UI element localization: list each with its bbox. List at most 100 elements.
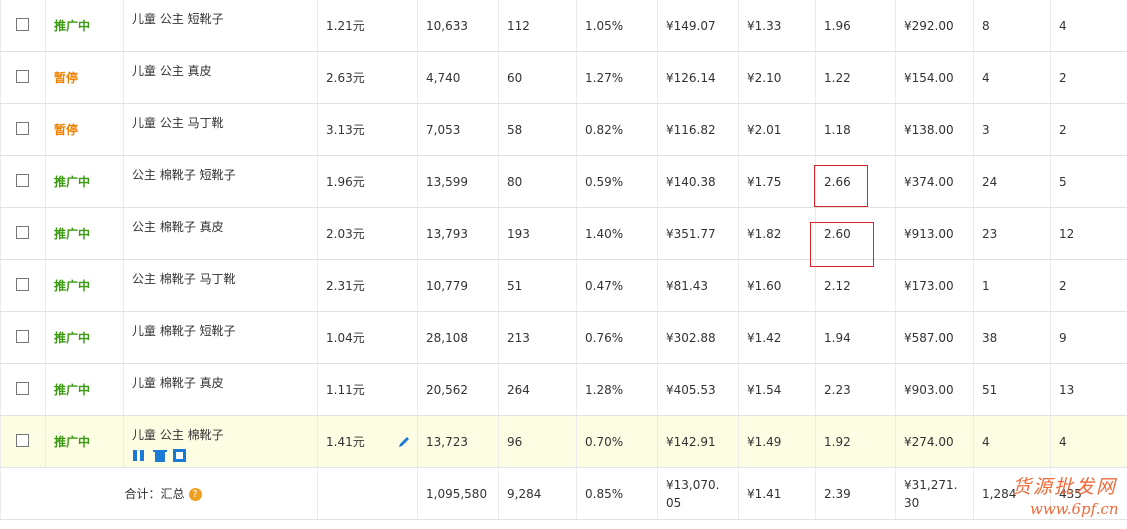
orders-cell: 8 — [973, 0, 1051, 52]
status: 推广中 — [54, 383, 91, 397]
orders-cell: 1 — [973, 259, 1051, 312]
orders: 51 — [982, 382, 998, 397]
roi-cell: 2.66 — [815, 155, 896, 208]
keyword: 儿童 棉靴子 真皮 — [132, 376, 224, 390]
summary-roi: 2.39 — [824, 486, 851, 501]
cost-cell: ¥302.88 — [657, 311, 739, 364]
ctr: 0.70% — [585, 434, 624, 449]
checkbox[interactable] — [16, 121, 29, 135]
status-cell: 暂停 — [45, 51, 124, 104]
roi-cell: 1.96 — [815, 0, 896, 52]
clicks: 80 — [507, 174, 523, 189]
orders: 24 — [982, 174, 998, 189]
summary-ctr-cell: 0.85% — [576, 467, 658, 520]
roi-cell: 2.23 — [815, 363, 896, 416]
summary-orders: 1,284 — [982, 486, 1017, 501]
sales-cell: ¥292.00 — [895, 0, 974, 52]
orders-cell: 3 — [973, 103, 1051, 156]
cpc-cell: ¥1.60 — [738, 259, 816, 312]
ctr-cell: 0.82% — [576, 103, 658, 156]
table-row: 推广中 儿童 棉靴子 短靴子 1.04元 28,108 213 0.76% ¥302.88 ¥… — [0, 311, 1127, 364]
orders: 38 — [982, 330, 998, 345]
icons[interactable] — [132, 447, 192, 463]
impressions: 28,108 — [426, 330, 468, 345]
bid-cell: 1.41元 — [317, 415, 418, 468]
status-cell: 推广中 — [45, 259, 124, 312]
cpc-cell: ¥2.10 — [738, 51, 816, 104]
sales-cell: ¥173.00 — [895, 259, 974, 312]
keyword-cell: 公主 棉靴子 马丁靴 — [123, 259, 318, 312]
cpc: ¥1.33 — [747, 18, 782, 33]
summary-impressions-cell: 1,095,580 — [417, 467, 499, 520]
cpc: ¥1.60 — [747, 278, 782, 293]
favorites-cell: 9 — [1050, 311, 1127, 364]
summary-sales: ¥31,271.30 — [904, 477, 958, 510]
action-icons — [132, 447, 317, 466]
help-icon[interactable]: ? — [188, 488, 202, 501]
impressions-cell: 10,633 — [417, 0, 499, 52]
clicks-cell: 112 — [498, 0, 577, 52]
checkbox[interactable] — [16, 277, 29, 291]
checkbox[interactable] — [16, 381, 29, 395]
sales-cell: ¥154.00 — [895, 51, 974, 104]
impressions: 7,053 — [426, 122, 461, 137]
cost-cell: ¥116.82 — [657, 103, 739, 156]
keyword: 公主 棉靴子 短靴子 — [132, 168, 236, 182]
favorites: 2 — [1059, 278, 1067, 293]
checkbox-cell — [0, 103, 46, 156]
sales: ¥903.00 — [904, 382, 954, 397]
cpc-cell: ¥1.75 — [738, 155, 816, 208]
summary-clicks-cell: 9,284 — [498, 467, 577, 520]
ctr: 0.76% — [585, 330, 624, 345]
checkbox[interactable] — [16, 433, 29, 447]
status-cell: 推广中 — [45, 207, 124, 260]
impressions-cell: 7,053 — [417, 103, 499, 156]
cpc: ¥1.82 — [747, 226, 782, 241]
summary-cpc: ¥1.41 — [747, 486, 782, 501]
cpc-cell: ¥2.01 — [738, 103, 816, 156]
impressions-cell: 13,793 — [417, 207, 499, 260]
table-row: 暂停 儿童 公主 马丁靴 3.13元 7,053 58 0.82% ¥116.82 ¥2.01… — [0, 103, 1127, 156]
keyword: 儿童 棉靴子 短靴子 — [132, 324, 236, 338]
bid: 2.31元 — [326, 279, 365, 293]
sales: ¥292.00 — [904, 18, 954, 33]
summary-label: 合计：汇总 — [124, 487, 185, 501]
summary-ctr: 0.85% — [585, 486, 624, 501]
checkbox[interactable] — [16, 173, 29, 187]
checkbox[interactable] — [16, 329, 29, 343]
clicks: 96 — [507, 434, 523, 449]
ctr-cell: 0.47% — [576, 259, 658, 312]
checkbox-cell — [0, 415, 46, 468]
orders-cell: 4 — [973, 415, 1051, 468]
table-row: 推广中 儿童 公主 棉靴子 1.41元 13,723 96 0.70% ¥142.91 ¥1.… — [0, 415, 1127, 468]
summary-roi-cell: 2.39 — [815, 467, 896, 520]
sales-cell: ¥274.00 — [895, 415, 974, 468]
orders: 23 — [982, 226, 998, 241]
ctr-cell: 0.59% — [576, 155, 658, 208]
impressions-cell: 10,779 — [417, 259, 499, 312]
ctr-cell: 1.28% — [576, 363, 658, 416]
favorites-cell: 4 — [1050, 415, 1127, 468]
checkbox-cell — [0, 259, 46, 312]
checkbox[interactable] — [16, 69, 29, 83]
sales-cell: ¥138.00 — [895, 103, 974, 156]
bid-cell: 1.96元 — [317, 155, 418, 208]
status: 推广中 — [54, 227, 91, 241]
summary-orders-cell: 1,284 — [973, 467, 1051, 520]
highlight-box — [814, 165, 868, 207]
checkbox[interactable] — [16, 225, 29, 239]
bid: 1.11元 — [326, 383, 365, 397]
bid: 1.41元 — [326, 435, 365, 449]
cpc: ¥1.75 — [747, 174, 782, 189]
checkbox[interactable] — [16, 17, 29, 31]
ctr: 0.47% — [585, 278, 624, 293]
summary-sales-cell: ¥31,271.30 — [895, 467, 974, 520]
impressions: 4,740 — [426, 70, 461, 85]
ctr: 0.59% — [585, 174, 624, 189]
impressions: 10,779 — [426, 278, 468, 293]
impressions-cell: 13,599 — [417, 155, 499, 208]
edit-icon[interactable] — [397, 435, 411, 452]
